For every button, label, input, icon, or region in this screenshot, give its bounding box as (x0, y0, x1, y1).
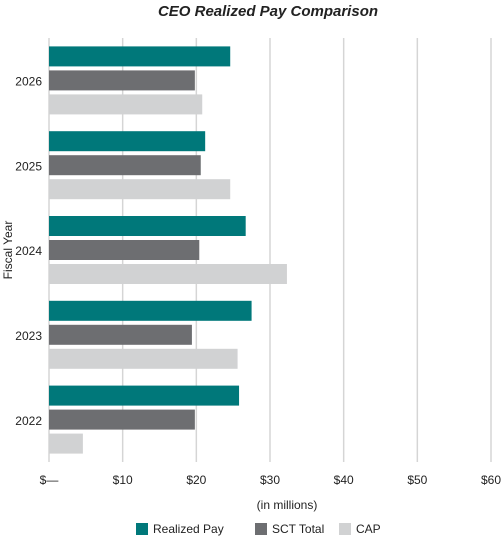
bar (49, 409, 195, 430)
x-tick-label: $50 (407, 473, 427, 487)
bar (49, 324, 192, 345)
bar (49, 264, 287, 284)
x-tick-label: $40 (334, 473, 354, 487)
y-tick-label: 2025 (15, 159, 42, 173)
bar (49, 348, 238, 369)
y-tick-label: 2023 (15, 329, 42, 343)
bar (49, 155, 201, 176)
x-tick-label: $20 (186, 473, 206, 487)
legend-swatch (339, 523, 351, 535)
y-tick-label: 2024 (15, 244, 42, 258)
y-tick-label: 2026 (15, 75, 42, 89)
legend-label: SCT Total (272, 522, 324, 536)
legend-label: CAP (356, 522, 381, 536)
y-tick-label: 2022 (15, 414, 42, 428)
legend-swatch (136, 523, 148, 535)
legend-label: Realized Pay (153, 522, 224, 536)
x-tick-label: $30 (260, 473, 280, 487)
x-tick-label: $10 (113, 473, 133, 487)
x-tick-label: $— (40, 473, 59, 487)
bar (49, 179, 231, 200)
bar (49, 70, 195, 91)
y-axis-label: Fiscal Year (1, 221, 15, 280)
x-tick-label: $60 (481, 473, 501, 487)
bar (49, 300, 252, 321)
bar (49, 433, 83, 454)
bar (49, 385, 240, 406)
chart-title: CEO Realized Pay Comparison (158, 3, 378, 20)
bar (49, 94, 203, 115)
bar (49, 46, 231, 67)
legend-swatch (255, 523, 267, 535)
x-axis-label: (in millions) (257, 498, 318, 512)
bar (49, 216, 246, 236)
bar (49, 240, 200, 260)
bar (49, 131, 206, 152)
